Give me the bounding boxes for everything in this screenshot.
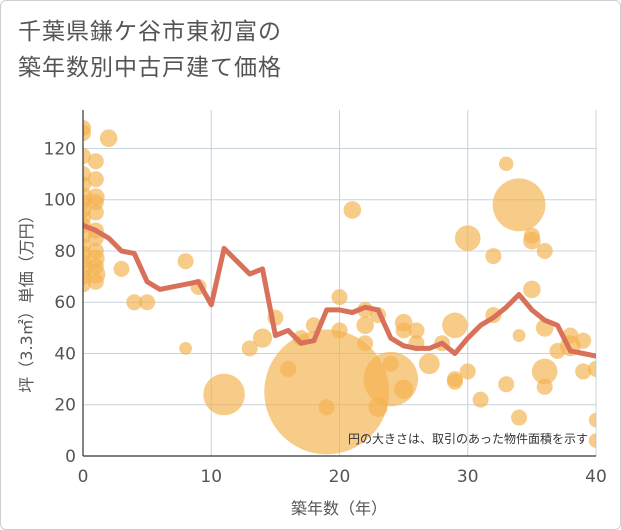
bubble-point — [126, 294, 143, 311]
x-tick-label: 40 — [585, 467, 607, 487]
y-tick-label: 60 — [54, 293, 76, 313]
bubble-point — [536, 242, 553, 259]
bubble-series — [83, 119, 596, 455]
bubble-point — [203, 373, 245, 416]
bubble-point — [531, 358, 558, 385]
bubble-point — [588, 433, 596, 448]
bubble-point — [139, 294, 156, 311]
bubble-point — [418, 353, 440, 375]
y-axis-title: 坪（3.3㎡）単価（万円） — [17, 207, 36, 392]
y-tick-label: 80 — [54, 242, 76, 262]
bubble-point — [99, 129, 118, 147]
bubble-point — [83, 125, 91, 142]
bubble-point — [485, 248, 502, 265]
x-tick-label: 10 — [200, 467, 222, 487]
bubble-point — [356, 316, 374, 335]
y-tick-label: 40 — [54, 344, 76, 364]
chart-title-line-1: 千葉県鎌ケ谷市東初富の — [18, 19, 282, 45]
bubble-point — [87, 153, 104, 170]
bubble-point — [549, 342, 566, 359]
bubble-point — [492, 178, 546, 232]
bubble-point — [368, 397, 388, 417]
bubble-point — [498, 376, 515, 393]
bubble-point — [588, 360, 596, 377]
y-tick-label: 100 — [44, 191, 76, 211]
bubble-point — [113, 260, 130, 277]
average-line-series — [83, 222, 596, 359]
bubble-size-note: 円の大きさは、取引のあった物件面積を示す — [348, 431, 588, 446]
x-tick-label: 0 — [78, 467, 89, 487]
bubble-point — [357, 335, 374, 352]
bubble-point — [177, 253, 194, 270]
bubble-point — [454, 225, 481, 251]
chart-title-line-2: 築年数別中古戸建て価格 — [18, 55, 282, 81]
bubble-point — [575, 332, 592, 349]
axes — [82, 110, 596, 457]
bubble-point — [318, 399, 335, 416]
bubble-point — [331, 289, 348, 306]
bubble-point — [87, 171, 104, 188]
y-tick-label: 0 — [65, 447, 76, 467]
bubble-point — [394, 379, 414, 399]
bubble-point — [472, 391, 489, 408]
bubble-point — [442, 312, 468, 339]
bubble-point — [575, 363, 592, 380]
bubble-point — [523, 280, 541, 299]
bubble-point — [588, 412, 596, 428]
x-tick-label: 20 — [329, 467, 351, 487]
bubble-point — [395, 322, 412, 339]
x-axis-title: 築年数（年） — [291, 499, 387, 518]
x-tick-label: 30 — [457, 467, 479, 487]
average-price-line — [83, 222, 596, 359]
bubble-point — [408, 322, 425, 339]
bubble-point — [280, 360, 297, 377]
bubble-point — [446, 373, 463, 390]
y-tick-label: 120 — [44, 139, 76, 159]
bubble-point — [264, 329, 390, 455]
bubble-point — [87, 242, 104, 259]
bubble-point — [511, 409, 528, 426]
bubble-point — [87, 204, 104, 221]
y-tick-label: 20 — [54, 396, 76, 416]
tick-labels: 0 10 20 30 40 0 20 40 60 80 100 120 — [44, 139, 607, 487]
bubble-point — [179, 341, 193, 355]
bubble-point — [343, 201, 362, 219]
bubble-point — [499, 156, 514, 172]
bubble-point — [252, 328, 273, 348]
bubble-point — [331, 322, 348, 339]
bubble-point — [241, 340, 258, 357]
bubble-point — [459, 363, 476, 380]
bubble-point — [87, 273, 104, 290]
bubble-point — [523, 227, 540, 244]
bubble-point — [87, 258, 104, 275]
bubble-point — [512, 329, 526, 342]
bubble-point — [536, 378, 553, 395]
bubble-point — [382, 355, 399, 372]
chart-title: 千葉県鎌ケ谷市東初富の 築年数別中古戸建て価格 — [18, 14, 282, 86]
